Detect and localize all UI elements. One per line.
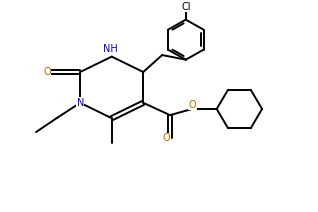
Text: O: O <box>162 133 170 143</box>
Text: O: O <box>43 67 51 77</box>
Text: Cl: Cl <box>181 2 190 12</box>
Text: NH: NH <box>103 43 118 53</box>
Text: O: O <box>189 100 197 110</box>
Text: N: N <box>77 98 84 108</box>
